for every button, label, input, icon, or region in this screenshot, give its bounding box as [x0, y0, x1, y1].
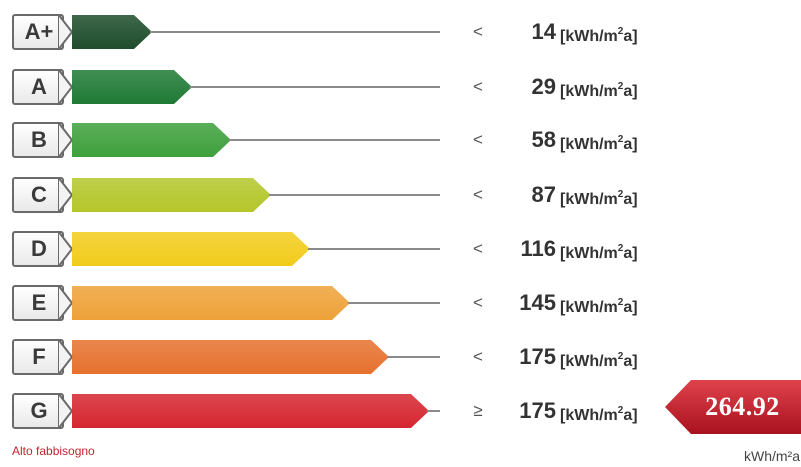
unit-exponent: 2: [617, 26, 624, 37]
unit-exponent: 2: [617, 351, 624, 362]
comparator-symbol: <: [473, 130, 483, 149]
unit-exponent: 2: [617, 189, 624, 200]
threshold-unit: [kWh/m2a]: [560, 391, 638, 431]
chevron-right-icon: [58, 285, 74, 321]
guide-line: [150, 31, 440, 33]
energy-class-row: A <29 [kWh/m2a]: [0, 67, 801, 107]
energy-class-row: D <116 [kWh/m2a]: [0, 229, 801, 269]
chevron-right-icon: [58, 339, 74, 375]
comparator-symbol: <: [473, 22, 483, 41]
threshold-unit: [kWh/m2a]: [560, 175, 638, 215]
class-letter: F: [32, 344, 46, 369]
comparator-symbol: <: [473, 239, 483, 258]
class-letter: C: [31, 182, 47, 207]
threshold-value: 116: [520, 236, 557, 261]
class-bar: [72, 340, 389, 374]
threshold-unit: [kWh/m2a]: [560, 12, 638, 52]
unit-tail: a]: [623, 191, 638, 208]
class-bar: [72, 70, 192, 104]
unit-base: [kWh/m: [560, 191, 618, 208]
comparator-symbol: ≥: [473, 401, 483, 420]
guide-line: [427, 410, 440, 412]
unit-exponent: 2: [617, 297, 624, 308]
threshold-value: 145: [519, 290, 556, 315]
class-letter: G: [30, 398, 48, 423]
threshold-unit: [kWh/m2a]: [560, 67, 638, 107]
unit-base: [kWh/m: [560, 299, 618, 316]
unit-exponent: 2: [617, 81, 624, 92]
class-letter: E: [31, 290, 47, 315]
class-letter: B: [31, 127, 47, 152]
energy-class-row: B <58 [kWh/m2a]: [0, 120, 801, 160]
threshold-value: 14: [531, 19, 556, 44]
unit-exponent: 2: [617, 243, 624, 254]
energy-class-row: F <175 [kWh/m2a]: [0, 337, 801, 377]
current-value: 264.92: [705, 392, 780, 421]
comparator-symbol: <: [473, 185, 483, 204]
class-letter: D: [31, 236, 47, 261]
unit-base: [kWh/m: [560, 28, 618, 45]
unit-base: [kWh/m: [560, 407, 618, 424]
chevron-right-icon: [58, 122, 74, 158]
threshold-value: 175: [519, 398, 556, 423]
class-bar: [72, 394, 429, 428]
chevron-right-icon: [58, 231, 74, 267]
class-letter: A+: [24, 19, 54, 44]
class-letter-box: [12, 14, 64, 50]
unit-tail: a]: [623, 136, 638, 153]
comparator-symbol: <: [473, 293, 483, 312]
chevron-right-icon: [58, 14, 74, 50]
threshold-unit: [kWh/m2a]: [560, 337, 638, 377]
class-letter-box: [12, 339, 64, 375]
comparator-symbol: <: [473, 347, 483, 366]
threshold-value: 87: [531, 182, 556, 207]
unit-tail: a]: [623, 28, 638, 45]
threshold-value: 29: [531, 74, 556, 99]
threshold-unit: [kWh/m2a]: [560, 229, 638, 269]
high-demand-label: Alto fabbisogno: [12, 444, 95, 458]
chevron-right-icon: [58, 393, 74, 429]
energy-class-row: C <87 [kWh/m2a]: [0, 175, 801, 215]
guide-line: [387, 356, 440, 358]
class-bar: [72, 123, 231, 157]
unit-base: [kWh/m: [560, 353, 618, 370]
unit-exponent: 2: [617, 134, 624, 145]
unit-tail: a]: [623, 245, 638, 262]
threshold-unit: [kWh/m2a]: [560, 283, 638, 323]
threshold-value: 58: [531, 127, 556, 152]
unit-base: [kWh/m: [560, 136, 618, 153]
energy-class-row: A+ <14 [kWh/m2a]: [0, 12, 801, 52]
class-letter-box: [12, 122, 64, 158]
unit-exponent: 2: [617, 405, 624, 416]
comparator-symbol: <: [473, 77, 483, 96]
guide-line: [348, 302, 440, 304]
class-letter-box: [12, 177, 64, 213]
unit-base: [kWh/m: [560, 83, 618, 100]
current-value-unit: kWh/m²a: [744, 448, 800, 464]
unit-base: [kWh/m: [560, 245, 618, 262]
current-value-arrow: [665, 380, 801, 434]
class-letter-box: [12, 231, 64, 267]
chevron-right-icon: [58, 69, 74, 105]
class-bar: [72, 15, 152, 49]
threshold-unit: [kWh/m2a]: [560, 120, 638, 160]
unit-tail: a]: [623, 83, 638, 100]
class-letter: A: [31, 74, 47, 99]
threshold-value: 175: [519, 344, 556, 369]
class-bar: [72, 232, 310, 266]
class-bar: [72, 178, 271, 212]
unit-tail: a]: [623, 299, 638, 316]
class-bar: [72, 286, 350, 320]
guide-line: [269, 194, 440, 196]
chevron-right-icon: [58, 177, 74, 213]
guide-line: [308, 248, 440, 250]
unit-tail: a]: [623, 407, 638, 424]
energy-class-row: E <145 [kWh/m2a]: [0, 283, 801, 323]
unit-tail: a]: [623, 353, 638, 370]
guide-line: [229, 139, 440, 141]
energy-class-row: G ≥175 [kWh/m2a]: [0, 391, 801, 431]
guide-line: [190, 86, 440, 88]
